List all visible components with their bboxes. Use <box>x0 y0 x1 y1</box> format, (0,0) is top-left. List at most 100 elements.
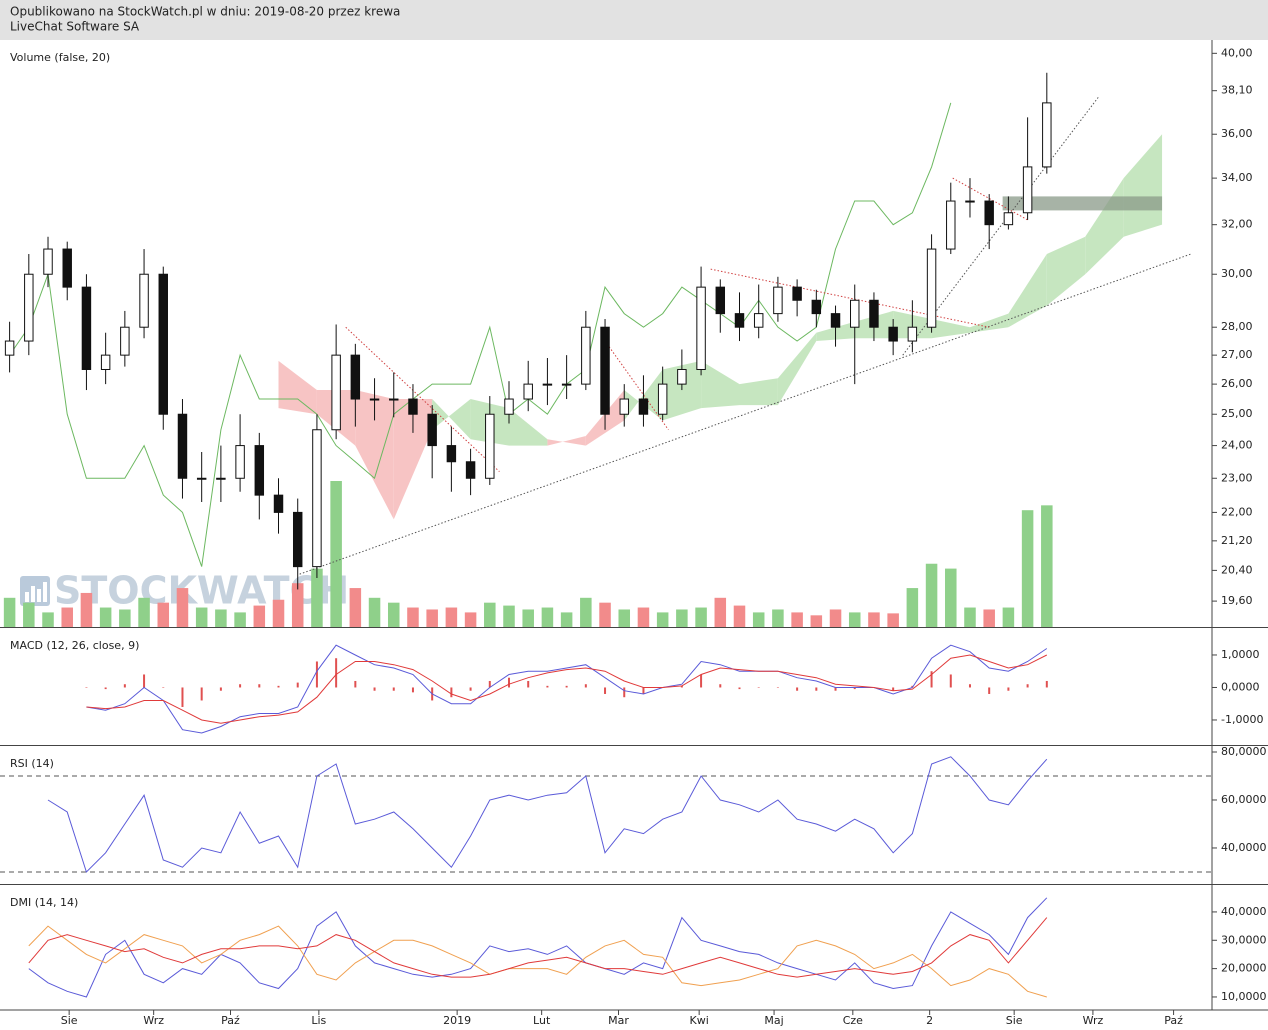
volume-bar <box>426 609 438 627</box>
histogram-bar <box>258 684 261 688</box>
histogram-bar <box>200 687 203 701</box>
cloud-segment <box>355 390 394 520</box>
volume-bar <box>138 597 150 627</box>
cloud-segment <box>701 360 740 409</box>
y-tick-label: 30,0000 <box>1221 933 1267 946</box>
x-tick-label: Maj <box>764 1014 783 1027</box>
histogram-bar <box>488 680 491 688</box>
candle-body <box>254 445 265 496</box>
cloud-segment <box>662 360 702 421</box>
y-tick-label: 10,0000 <box>1221 990 1267 1003</box>
trendline <box>710 268 990 328</box>
cloud-segment <box>547 436 586 446</box>
volume-bar <box>676 609 688 627</box>
histogram-bar <box>700 674 703 688</box>
volume-bar <box>599 602 611 627</box>
volume-bar <box>656 612 669 627</box>
x-tick-label: Wrz <box>143 1014 164 1027</box>
candle-body <box>408 398 418 415</box>
volume-bar <box>3 597 16 627</box>
candle-body <box>888 326 898 342</box>
candle-body <box>926 248 937 328</box>
y-tick-label: 20,0000 <box>1221 962 1267 975</box>
series-line <box>28 897 1048 998</box>
y-tick-label: 32,00 <box>1221 218 1253 231</box>
histogram-bar <box>315 661 318 688</box>
candle-body <box>81 286 92 370</box>
y-tick-label: 30,00 <box>1221 267 1253 280</box>
volume-bar <box>618 609 631 627</box>
candle-body <box>158 273 168 415</box>
histogram-bar <box>239 684 242 688</box>
volume-bar <box>349 588 362 627</box>
trendline <box>952 177 1028 221</box>
y-tick-label: 25,00 <box>1221 407 1253 420</box>
y-tick-label: 19,60 <box>1221 594 1253 607</box>
cloud-segment <box>432 399 471 440</box>
candle-body <box>196 477 207 480</box>
header-band <box>0 0 1268 40</box>
cloud-segment <box>278 360 317 415</box>
candle-body <box>696 286 706 370</box>
candle-body <box>100 354 111 370</box>
candle-body <box>427 413 437 447</box>
histogram-bar <box>354 680 357 688</box>
x-tick-label: Kwi <box>690 1014 709 1027</box>
x-tick-label: 2019 <box>443 1014 471 1027</box>
cloud-segment <box>1008 254 1047 328</box>
volume-bar <box>445 607 458 627</box>
histogram-bar <box>373 687 376 691</box>
volume-bar <box>272 599 285 627</box>
y-tick-label: 20,40 <box>1221 563 1253 576</box>
volume-bar <box>23 602 35 627</box>
histogram-bar <box>162 687 165 688</box>
histogram-bar <box>642 687 645 694</box>
volume-bar <box>368 597 381 627</box>
histogram-bar <box>1045 680 1048 688</box>
y-tick-label: 26,00 <box>1221 377 1253 390</box>
volume-bar <box>848 612 861 627</box>
series-line <box>28 925 1047 998</box>
candle-body <box>542 383 553 386</box>
candle-body <box>1022 166 1033 214</box>
volume-bar <box>541 607 554 627</box>
volume-bar <box>215 609 227 627</box>
y-tick-label: 27,00 <box>1221 348 1253 361</box>
candle-body <box>350 354 361 400</box>
histogram-bar <box>469 687 472 691</box>
candle-body <box>369 398 380 401</box>
histogram-bar <box>680 685 683 688</box>
volume-bar <box>157 602 170 627</box>
volume-bar <box>291 583 304 627</box>
y-tick-label: 21,20 <box>1221 534 1253 547</box>
candle-body <box>907 326 918 342</box>
candle-body <box>1042 102 1052 168</box>
histogram-bar <box>930 671 933 688</box>
volume-bar <box>1002 607 1015 627</box>
histogram-bar <box>335 658 338 688</box>
candle-body <box>465 461 476 479</box>
histogram-bar <box>738 687 741 690</box>
volume-bar <box>752 612 765 627</box>
volume-bar <box>42 612 54 627</box>
candle-body <box>869 299 879 328</box>
candle-body <box>946 200 956 250</box>
panel-title: RSI (14) <box>10 757 54 770</box>
volume-bar <box>1021 510 1034 627</box>
candle-body <box>139 273 149 328</box>
volume-bar <box>791 612 803 627</box>
resistance-zone <box>1002 196 1163 211</box>
volume-bar <box>119 609 131 627</box>
volume-bar <box>195 607 208 627</box>
cloud-segment <box>739 378 778 406</box>
histogram-bar <box>450 687 453 698</box>
candle-body <box>43 248 53 275</box>
candle-body <box>331 354 341 431</box>
y-tick-label: 34,00 <box>1221 171 1253 184</box>
candle-body <box>638 398 649 415</box>
y-tick-label: 1,0000 <box>1221 648 1260 661</box>
y-tick-label: 40,0000 <box>1221 905 1267 918</box>
panel-title: Volume (false, 20) <box>10 51 110 64</box>
candle-body <box>657 383 668 415</box>
panel-title: DMI (14, 14) <box>10 896 78 909</box>
